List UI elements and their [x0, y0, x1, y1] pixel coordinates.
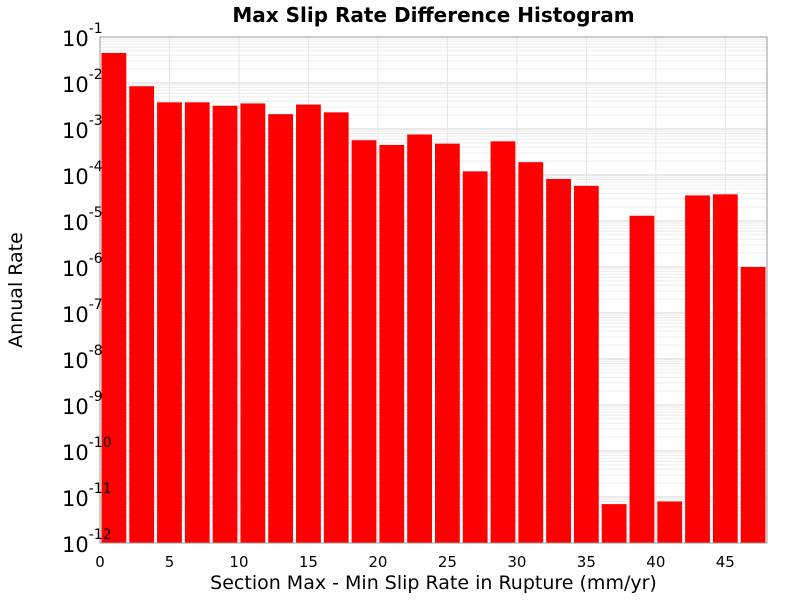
- histogram-bar: [240, 103, 266, 543]
- y-tick-label: 10-1: [62, 21, 103, 51]
- x-tick-label: 15: [299, 553, 318, 571]
- x-tick-label: 0: [95, 553, 105, 571]
- plot-frame: [99, 36, 768, 544]
- y-tick-label: 10-6: [62, 251, 103, 281]
- y-tick-label: 10-12: [62, 527, 112, 557]
- histogram-bar: [101, 52, 127, 544]
- histogram-bar: [657, 501, 683, 543]
- histogram-bar: [490, 141, 516, 544]
- histogram-bar: [518, 162, 544, 543]
- y-tick-label: 10-3: [62, 113, 103, 143]
- histogram-bar: [546, 178, 571, 543]
- histogram-bar: [629, 215, 655, 543]
- histogram-bar: [379, 144, 405, 544]
- histogram-bar: [323, 112, 349, 543]
- y-tick-label: 10-5: [62, 205, 103, 235]
- x-tick-label: 20: [368, 553, 387, 571]
- y-tick-label: 10-10: [62, 435, 112, 465]
- y-tick-label: 10-8: [62, 343, 103, 373]
- histogram-bar: [268, 114, 294, 543]
- bar-layer: [101, 52, 766, 544]
- grid-layer: [99, 37, 767, 544]
- chart-title: Max Slip Rate Difference Histogram: [232, 3, 635, 27]
- histogram-bar: [573, 185, 599, 543]
- x-axis-label: Section Max - Min Slip Rate in Rupture (…: [210, 572, 657, 594]
- histogram-bar: [157, 102, 182, 543]
- y-tick-labels: 10-12 10-11 10-10 10-9 10-8 10-7 10-6 10-5 10-4 1…: [62, 21, 112, 557]
- histogram-bar: [296, 104, 321, 543]
- histogram-bar: [601, 504, 627, 543]
- y-tick-label: 10-7: [62, 297, 103, 327]
- y-tick-label: 10-9: [62, 389, 103, 419]
- histogram-bar: [212, 105, 238, 544]
- histogram-bar: [435, 143, 460, 543]
- x-tick-label: 25: [438, 553, 457, 571]
- x-tick-label: 30: [507, 553, 526, 571]
- y-tick-label: 10-2: [62, 67, 103, 97]
- histogram-bar: [462, 171, 488, 543]
- histogram-bar: [351, 140, 377, 544]
- y-tick-label: 10-11: [62, 481, 112, 511]
- x-tick-labels: 0 5 10 15 20 25 30 35 40 45: [95, 553, 735, 571]
- histogram-bar: [712, 194, 738, 543]
- x-tick-label: 35: [577, 553, 596, 571]
- x-tick-label: 5: [165, 553, 175, 571]
- y-tick-label: 10-4: [62, 159, 103, 189]
- histogram-bar: [407, 134, 432, 543]
- x-tick-label: 40: [646, 553, 665, 571]
- histogram-bar: [685, 195, 710, 543]
- histogram-bar: [184, 102, 210, 543]
- x-tick-label: 10: [229, 553, 248, 571]
- histogram-bar: [740, 267, 766, 543]
- x-tick-label: 45: [716, 553, 735, 571]
- histogram-bar: [129, 86, 155, 543]
